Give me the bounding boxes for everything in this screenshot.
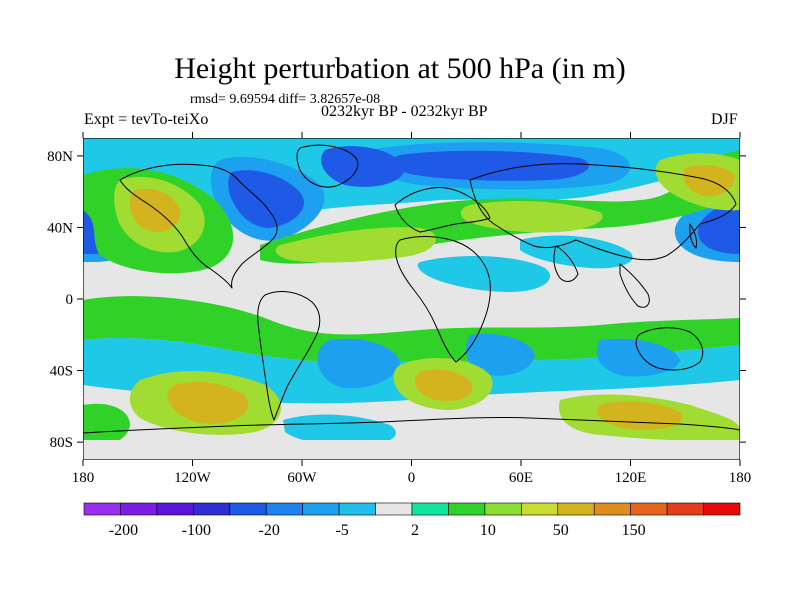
lon-tick-label: 60E [509,470,533,486]
lat-tick-label: 80N [47,149,73,165]
colorbar-swatch [302,502,340,516]
colorbar-label: -100 [182,522,211,539]
contour-region [167,382,249,425]
contour-region [520,235,633,269]
lon-tick-label: 0 [408,470,416,486]
colorbar-label: -200 [109,522,138,539]
contour-region [83,296,740,363]
colorbar-swatch [666,502,704,516]
coastline-antarctica [83,416,740,434]
colorbar-label: 2 [411,522,419,539]
lat-tick-label: 40N [47,220,73,236]
colorbar-label: 150 [622,522,646,539]
lon-tick-label: 180 [729,470,752,486]
contour-region [317,338,400,389]
colorbar-label: 50 [553,522,569,539]
coastline-south-america [257,291,321,421]
colorbar-swatch [193,502,231,516]
colorbar-swatch [703,502,741,516]
contour-region [460,200,603,233]
lon-tick-label: 60W [287,470,317,486]
contour-region [391,150,589,181]
contour-region [596,338,680,377]
contour-region [465,333,535,376]
colorbar-swatch [120,502,158,516]
coastline-greenland [296,144,359,188]
coastline-africa [395,236,491,363]
contour-region [228,170,304,228]
coastline-india [553,245,579,282]
contour-region [130,188,181,232]
colorbar-label: -5 [335,522,348,539]
coastline-southeast-asia [619,263,650,308]
coastline-australia [635,327,704,371]
lat-tick-label: 80S [50,435,73,451]
colorbar-swatch [229,502,267,516]
colorbar-swatch [593,502,631,516]
lat-tick-label: 0 [66,292,74,308]
contour-region [321,146,405,187]
lat-tick-label: 40S [50,364,73,380]
longitude-axis: 180 120W 60W 0 60E 120E 180 [72,132,752,486]
colorbar-label: -20 [259,522,280,539]
lon-tick-label: 120W [174,470,212,486]
colorbar-label: 10 [480,522,496,539]
contour-map [83,138,740,460]
colorbar-swatch [83,502,121,516]
colorbar-swatch [448,502,486,516]
coastline-japan [689,223,698,249]
colorbar: -200 -100 -20 -5 2 10 50 150 [83,502,741,539]
colorbar-swatch [557,502,595,516]
contour-region [697,200,740,254]
lon-tick-label: 180 [72,470,95,486]
lon-tick-label: 120E [615,470,647,486]
colorbar-swatch [375,502,413,516]
coastline-europe [394,187,491,233]
period-label: 0232kyr BP - 0232kyr BP [321,103,488,120]
colorbar-swatch [630,502,668,516]
coastlines [83,144,740,434]
contour-region [83,403,130,448]
season-label: DJF [711,111,738,128]
map-title: Height perturbation at 500 hPa (in m) [174,52,626,85]
coastline-north-america [119,163,278,289]
coastline-asia [469,163,737,261]
colorbar-swatch [484,502,522,516]
colorbar-swatch [265,502,303,516]
experiment-label: Expt = tevTo-teiXo [84,111,209,128]
contour-region [415,369,473,402]
colorbar-swatch [411,502,449,516]
contour-region [417,256,551,292]
colorbar-swatch [156,502,194,516]
colorbar-swatch [521,502,559,516]
colorbar-swatch [338,502,376,516]
contour-region [83,440,740,460]
stats-label: rmsd= 9.69594 diff= 3.82657e-08 [190,92,381,107]
latitude-axis: 80N 40N 0 40S 80S [47,149,746,451]
